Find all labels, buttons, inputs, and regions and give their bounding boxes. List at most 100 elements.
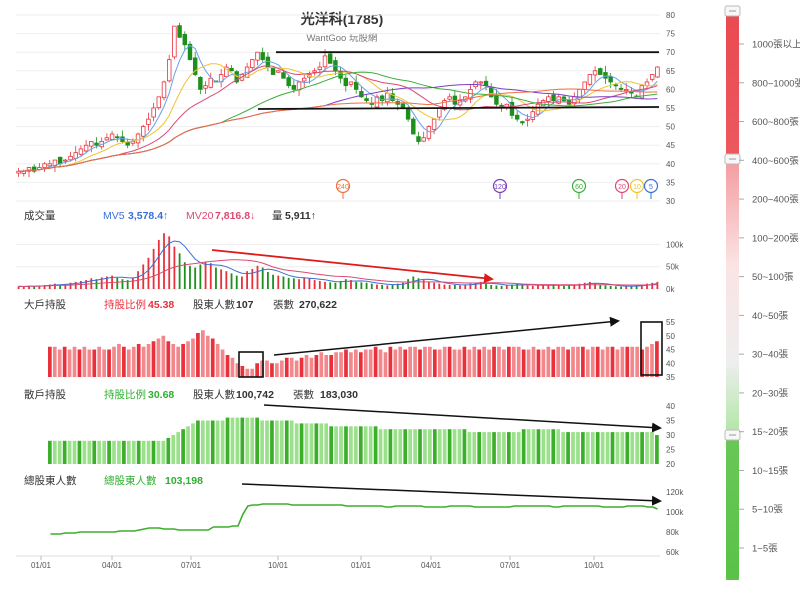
retail-holders-bar — [131, 440, 136, 464]
price-candle — [115, 136, 120, 139]
big-holders-bar — [92, 349, 97, 377]
big-holders-bar — [393, 349, 398, 377]
big-holders-bar — [462, 346, 467, 377]
holding-scale-legend: 1000張以上 800~1000張 600~800張 400~600張 200~400張… — [724, 5, 800, 580]
price-candle — [608, 76, 613, 83]
retail-holders-bar — [432, 429, 437, 464]
retail-holders-bar — [255, 417, 259, 464]
legend-label: 1000張以上 — [752, 40, 800, 51]
retail-holders-bar — [151, 440, 156, 464]
big-ratio-label: 持股比例 — [104, 298, 146, 311]
big-holders-bar — [314, 355, 319, 377]
total-holders-tick-label: 100k — [666, 508, 684, 517]
big-holders-bar — [447, 346, 452, 377]
support-line — [257, 106, 660, 110]
big-holders-bar — [403, 349, 408, 377]
retail-holders-bar — [502, 432, 506, 464]
big-holders-bar — [388, 346, 393, 377]
ma-badge-label: 5 — [649, 184, 653, 191]
big-holders-bar — [201, 330, 205, 377]
price-candle — [530, 111, 535, 120]
retail-holders-bar — [250, 417, 255, 464]
retail-holders-bar — [112, 440, 116, 464]
volume-bar — [142, 264, 145, 289]
ma-badge-label: 20 — [618, 184, 626, 191]
volume-bar — [152, 248, 155, 289]
big-holders-bar — [383, 352, 388, 377]
big-holders-bar — [77, 349, 82, 377]
big-holders-bar — [536, 349, 541, 377]
annotation-big-arrow — [273, 316, 620, 356]
big-holders-bar — [250, 368, 255, 377]
price-candle — [26, 167, 32, 172]
volume-bar — [578, 283, 581, 289]
retail-holders-bar — [126, 440, 131, 464]
volume-bar — [266, 272, 269, 289]
volume-bar — [189, 265, 191, 289]
annotation-big-box-left — [238, 351, 264, 378]
big-holders-bar — [112, 346, 116, 377]
big-holders-count-value: 107 — [236, 299, 254, 311]
big-holders-bar — [546, 346, 551, 377]
retail-holders-bar — [260, 420, 264, 464]
volume-mv5-line — [18, 240, 658, 288]
price-candle — [416, 136, 421, 142]
volume-bar — [490, 284, 493, 289]
retail-holders-bar — [541, 429, 546, 464]
big-holders-bar — [507, 346, 511, 377]
retail-holders-bar — [117, 440, 121, 464]
volume-bar — [95, 279, 98, 289]
volume-bar — [505, 285, 508, 289]
volume-bar — [261, 267, 264, 289]
big-holders-bar — [294, 360, 299, 377]
retail-holders-bar — [581, 432, 585, 464]
price-tick-label: 80 — [666, 11, 675, 20]
price-candle — [385, 92, 390, 103]
big-holders-bar — [107, 349, 111, 377]
big-holders-bar — [166, 341, 171, 377]
retail-holders-bar — [447, 429, 452, 464]
volume-bar — [241, 276, 243, 289]
retail-holders-bar — [650, 432, 654, 464]
retail-holders-bar — [270, 420, 274, 464]
volume-bar — [350, 280, 352, 289]
big-holders-bar — [655, 341, 659, 377]
legend-label: 800~1000張 — [752, 78, 800, 89]
retail-holders-bar — [373, 426, 378, 464]
annotation-big-box-right — [640, 321, 663, 376]
retail-holders-bar — [437, 429, 442, 464]
retail-holders-bar — [482, 432, 487, 464]
big-holders-bar — [590, 346, 595, 377]
price-candle — [312, 70, 317, 73]
retail-holders-panel: 40 35 30 25 20 — [48, 402, 675, 469]
big-holders-bar — [349, 352, 353, 377]
retail-holders-bar — [161, 440, 166, 464]
volume-bar — [448, 284, 451, 289]
annotation-volume-arrow — [211, 249, 494, 284]
retail-holders-bar — [319, 423, 324, 464]
retail-holders-bar — [393, 429, 398, 464]
retail-holders-bar — [546, 429, 551, 464]
big-holders-bar — [437, 349, 442, 377]
volume-bar — [69, 282, 72, 289]
price-candle — [624, 89, 629, 91]
big-holders-bar — [67, 349, 72, 377]
legend-red-segment — [726, 6, 739, 154]
big-holders-bar — [428, 346, 432, 377]
big-holders-bar — [516, 346, 521, 377]
big-holders-bar — [230, 357, 235, 377]
retail-holders-bar — [526, 429, 531, 464]
retail-holders-bar — [245, 417, 250, 464]
big-holders-bar — [161, 335, 166, 377]
volume-header: 成交量 MV5 3,578.4↑ MV20 7,816.8↓ 量 5,911↑ — [24, 209, 316, 222]
price-candle — [229, 67, 234, 72]
big-holders-bar — [279, 360, 284, 377]
big-holders-bar — [566, 349, 570, 377]
big-holders-bar — [299, 357, 304, 377]
big-holders-bar — [57, 349, 62, 377]
price-candle — [327, 53, 333, 64]
price-candle — [166, 59, 172, 82]
ma-badge-label: 120 — [494, 184, 506, 191]
big-holders-count-label: 股東人數 — [193, 298, 235, 311]
